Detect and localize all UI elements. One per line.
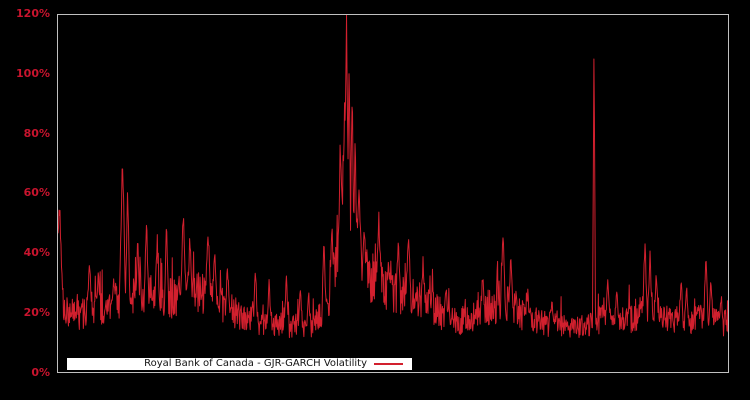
legend-line-sample-icon	[374, 362, 403, 365]
plot-area: Royal Bank of Canada - GJR-GARCH Volatil…	[57, 14, 729, 373]
y-tick-label: 80%	[23, 127, 50, 140]
y-tick-label: 20%	[23, 306, 50, 319]
y-tick-label: 0%	[31, 366, 50, 379]
legend: Royal Bank of Canada - GJR-GARCH Volatil…	[67, 357, 412, 370]
y-tick-label: 120%	[16, 7, 50, 20]
y-tick-label: 60%	[23, 186, 50, 199]
volatility-series-line	[58, 15, 728, 339]
y-tick-label: 40%	[23, 246, 50, 259]
y-tick-label: 100%	[16, 67, 50, 80]
legend-label: Royal Bank of Canada - GJR-GARCH Volatil…	[144, 357, 367, 369]
